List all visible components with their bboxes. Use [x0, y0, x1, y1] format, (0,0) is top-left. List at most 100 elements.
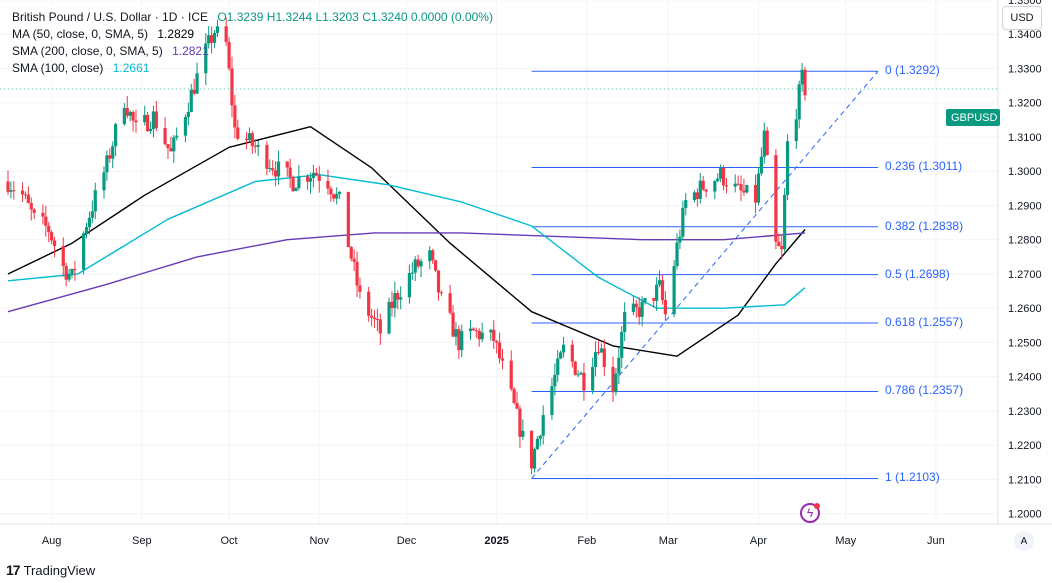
- candle-body: [410, 272, 414, 274]
- candle-body: [372, 317, 377, 320]
- candle-body: [125, 107, 129, 116]
- candle-body: [192, 89, 196, 94]
- candle-body: [288, 167, 292, 178]
- y-tick-label: 1.3400: [1008, 29, 1042, 41]
- y-tick-label: 1.2600: [1008, 303, 1042, 315]
- candle-body: [143, 114, 147, 123]
- candle-body: [509, 360, 513, 389]
- candle-body: [460, 331, 464, 351]
- candle-body: [716, 178, 720, 182]
- ohlc-values: O1.3239 H1.3244 L1.3203 C1.3240 0.0000 (…: [217, 10, 493, 24]
- candle-body: [9, 190, 13, 192]
- symbol-title: British Pound / U.S. Dollar · 1D · ICE: [12, 10, 209, 24]
- candle-body: [439, 292, 444, 294]
- fib-level-label: 0.5 (1.2698): [885, 266, 950, 281]
- y-tick-label: 1.3300: [1008, 63, 1042, 75]
- candle-body: [780, 246, 784, 250]
- candle-body: [44, 216, 48, 226]
- candle-body: [797, 84, 801, 120]
- y-tick-label: 1.2800: [1008, 235, 1042, 247]
- candle-body: [521, 430, 525, 437]
- candle-body: [538, 435, 542, 439]
- candle-body: [250, 133, 254, 146]
- candle-body: [224, 26, 228, 43]
- candle-body: [704, 189, 708, 192]
- sma200-row[interactable]: SMA (200, close, 0, SMA, 5) 1.2821: [12, 43, 493, 60]
- candle-body: [393, 293, 397, 309]
- candle-body: [451, 312, 455, 337]
- candle-body: [154, 111, 158, 129]
- sma100-row[interactable]: SMA (100, close) 1.2661: [12, 60, 493, 77]
- candle-body: [640, 301, 644, 317]
- fib-level-label: 0.618 (1.2557): [885, 314, 964, 329]
- candle-body: [643, 298, 647, 302]
- candle-body: [602, 348, 606, 368]
- candle-body: [591, 366, 595, 391]
- y-tick-label: 1.2000: [1008, 509, 1042, 521]
- candle-body: [576, 374, 580, 376]
- x-tick-label: Apr: [750, 535, 767, 547]
- candle-body: [596, 352, 601, 354]
- candle-body: [70, 269, 74, 274]
- candle-body: [204, 43, 208, 74]
- candle-body: [614, 373, 618, 393]
- symbol-row: British Pound / U.S. Dollar · 1D · ICE O…: [12, 9, 493, 26]
- candle-body: [32, 209, 36, 213]
- candle-body: [617, 357, 621, 374]
- candle-body: [291, 177, 295, 192]
- candle-body: [73, 269, 77, 271]
- candle-body: [500, 358, 505, 361]
- candle-body: [12, 190, 16, 192]
- last-price-symbol: GBPUSD: [951, 111, 998, 124]
- candle-body: [131, 112, 135, 121]
- candle-body: [489, 329, 493, 333]
- candle-body: [655, 284, 659, 301]
- candle-body: [553, 374, 557, 387]
- candle-body: [163, 128, 167, 145]
- candle-body: [253, 145, 257, 147]
- x-tick-label: Sep: [132, 535, 152, 547]
- candle-body: [518, 408, 522, 437]
- sma200-value: 1.2821: [172, 44, 209, 58]
- candle-body: [777, 241, 781, 247]
- y-tick-label: 1.2400: [1008, 372, 1042, 384]
- candle-body: [599, 348, 603, 353]
- candle-body: [623, 311, 627, 332]
- candle-body: [47, 225, 51, 233]
- candle-body: [719, 167, 723, 179]
- y-tick-label: 1.3500: [1008, 0, 1042, 7]
- candle-body: [172, 137, 176, 152]
- candle-body: [611, 367, 615, 393]
- candle-body: [297, 176, 301, 189]
- ma50-row[interactable]: MA (50, close, 0, SMA, 5) 1.2829: [12, 26, 493, 43]
- lightning-icon[interactable]: ϟ: [800, 503, 820, 523]
- candle-body: [652, 298, 656, 301]
- y-tick-label: 1.2300: [1008, 406, 1042, 418]
- candle-body: [529, 430, 534, 469]
- candle-body: [431, 250, 435, 261]
- candle-body: [151, 111, 156, 129]
- candle-body: [532, 449, 537, 469]
- candle-body: [207, 35, 211, 44]
- price-axis: 1.3500 1.3400 1.3300 1.3200 1.3100 1.3000 1.29…: [997, 0, 1042, 524]
- candle-body: [497, 342, 502, 359]
- grid: [0, 0, 998, 524]
- auto-scale-button[interactable]: A: [1014, 531, 1034, 551]
- candle-body: [90, 211, 94, 218]
- candle-body: [29, 202, 33, 210]
- candle-body: [230, 68, 234, 106]
- fibonacci-retracement: [531, 70, 879, 479]
- candle-body: [227, 42, 231, 69]
- candle-body: [20, 190, 25, 195]
- candle-body: [41, 212, 45, 217]
- currency-button[interactable]: USD: [1002, 6, 1042, 30]
- sma100-label: SMA (100, close): [12, 61, 104, 75]
- tradingview-logo[interactable]: 17 TradingView: [6, 562, 95, 578]
- candle-body: [745, 185, 749, 193]
- candle-body: [274, 170, 278, 177]
- x-tick-label: Oct: [221, 535, 238, 547]
- candle-body: [52, 240, 57, 247]
- candle-body: [448, 293, 452, 313]
- ma50-line: [7, 126, 806, 357]
